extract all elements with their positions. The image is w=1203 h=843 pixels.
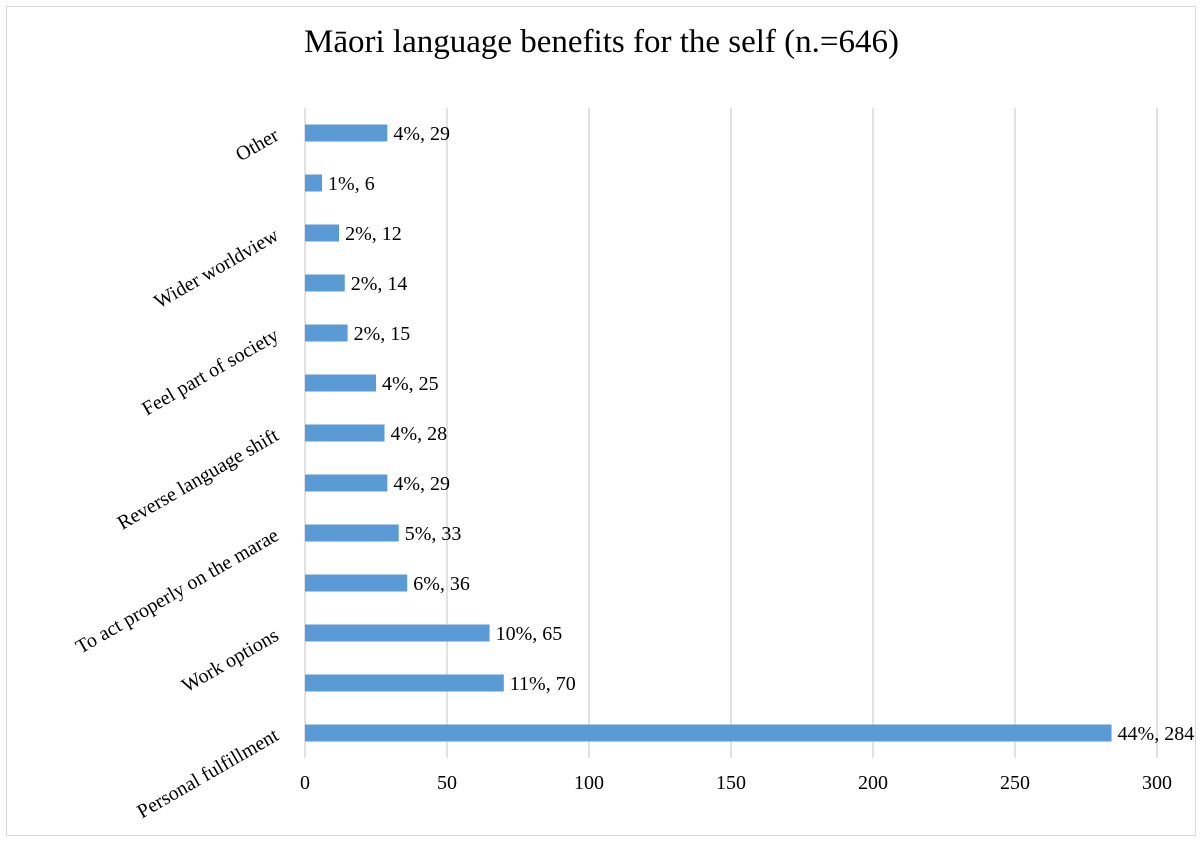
bar (305, 324, 348, 342)
category-label: Personal fulfillment (133, 724, 282, 823)
data-label: 11%, 70 (510, 673, 576, 695)
x-tick-label: 50 (437, 772, 457, 794)
category-label: Other (232, 124, 283, 166)
bar (305, 374, 376, 392)
x-tick-label: 0 (300, 772, 310, 794)
category-label: Work options (178, 624, 283, 697)
chart-frame (6, 6, 1196, 836)
bar (305, 174, 323, 192)
data-label: 44%, 284 (1118, 723, 1195, 745)
x-tick-label: 300 (1142, 772, 1172, 794)
chart-title: Māori language benefits for the self (n.… (304, 24, 899, 60)
x-tick-label: 150 (716, 772, 746, 794)
data-labels: 44%, 284 11%, 70 10%, 65 6%, 36 5%, 33 4%, 29… (328, 123, 1194, 745)
data-label: 10%, 65 (496, 623, 563, 645)
data-label: 2%, 14 (351, 273, 408, 295)
category-label: Wider worldview (151, 224, 283, 313)
x-tick-label: 200 (858, 772, 888, 794)
x-axis-ticks: 0 50 100 150 200 250 300 (300, 772, 1172, 794)
bar (305, 524, 399, 542)
bar (305, 624, 490, 642)
data-label: 4%, 29 (393, 473, 450, 495)
data-label: 4%, 29 (393, 123, 450, 145)
data-label: 4%, 28 (391, 423, 448, 445)
bar (305, 724, 1112, 742)
data-label: 2%, 15 (354, 323, 411, 345)
x-tick-label: 100 (574, 772, 604, 794)
bar (305, 224, 340, 242)
bar (305, 424, 385, 442)
data-label: 5%, 33 (405, 523, 462, 545)
data-label: 6%, 36 (413, 573, 470, 595)
category-label: Feel part of society (138, 324, 282, 420)
bar (305, 124, 388, 142)
data-label: 4%, 25 (382, 373, 439, 395)
bars (305, 124, 1112, 742)
data-label: 1%, 6 (328, 173, 375, 195)
category-label: Reverse language shift (114, 424, 283, 534)
bar (305, 574, 408, 592)
bar (305, 274, 345, 292)
x-tick-label: 250 (1000, 772, 1030, 794)
bar (305, 474, 388, 492)
data-label: 2%, 12 (345, 223, 402, 245)
bar (305, 674, 504, 692)
